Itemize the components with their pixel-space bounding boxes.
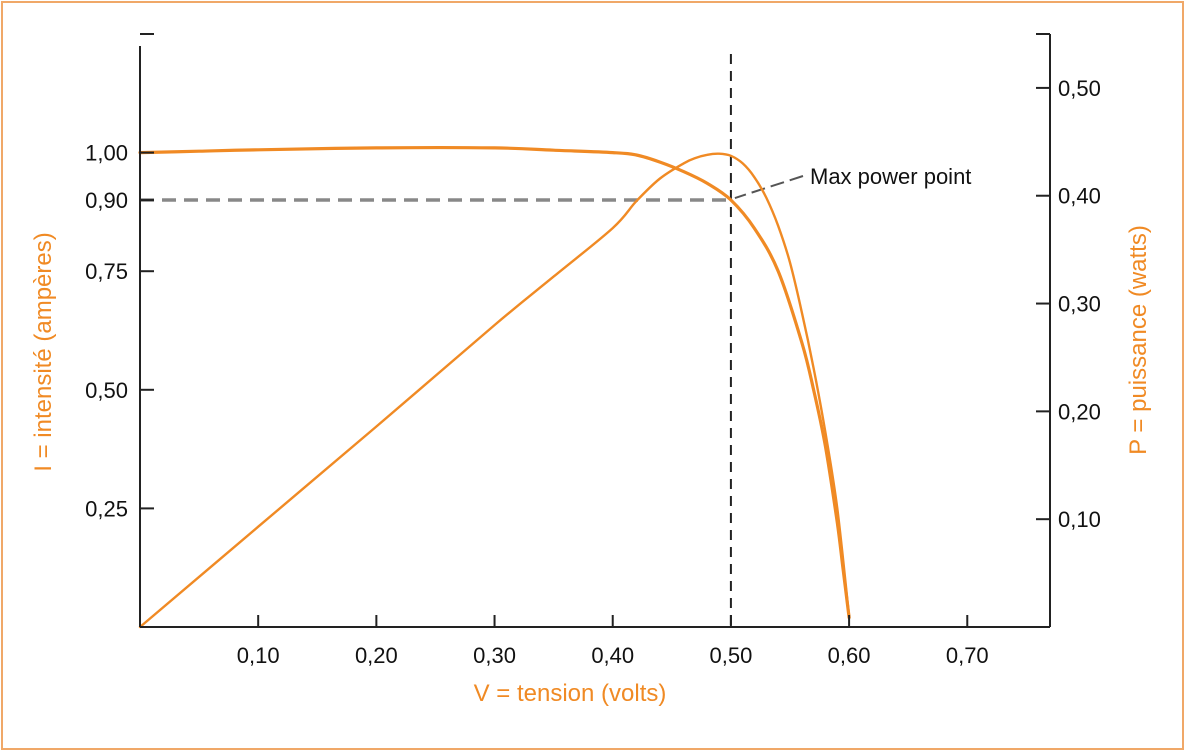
guide-lines <box>140 54 804 627</box>
power-curve <box>138 152 851 629</box>
axes-layer: 0,10 0,20 0,30 0,40 0,50 0,60 0,70 0,25 0,50 0,75… <box>85 33 1101 668</box>
y-right-tick-label: 0,50 <box>1058 76 1101 101</box>
y-right-tick-label: 0,20 <box>1058 399 1101 424</box>
x-tick-label: 0,10 <box>237 643 280 668</box>
x-axis-title: V = tension (volts) <box>474 680 667 707</box>
x-tick-label: 0,40 <box>591 643 634 668</box>
current-curve <box>138 146 851 620</box>
y-left-axis-title: I = intensité (ampères) <box>30 232 57 471</box>
labels-layer: V = tension (volts) I = intensité (ampèr… <box>30 164 1152 707</box>
y-right-tick-label: 0,40 <box>1058 184 1101 209</box>
y-left-tick-label: 0,75 <box>85 259 128 284</box>
y-left-tick-label: 0,50 <box>85 378 128 403</box>
max-power-point-label: Max power point <box>810 164 971 189</box>
y-left-tick-label: 0,25 <box>85 496 128 521</box>
x-tick-label: 0,50 <box>709 643 752 668</box>
x-tick-label: 0,20 <box>355 643 398 668</box>
y-left-tick-label: 1,00 <box>85 141 128 166</box>
series-layer <box>138 146 851 629</box>
x-tick-label: 0,70 <box>946 643 989 668</box>
mpp-leader-line <box>734 175 804 199</box>
y-right-axis-title: P = puissance (watts) <box>1125 225 1152 455</box>
x-tick-label: 0,30 <box>473 643 516 668</box>
y-left-tick-label: 0,90 <box>85 188 128 213</box>
x-tick-label: 0,60 <box>828 643 871 668</box>
y-right-tick-label: 0,30 <box>1058 292 1101 317</box>
y-right-tick-label: 0,10 <box>1058 507 1101 532</box>
